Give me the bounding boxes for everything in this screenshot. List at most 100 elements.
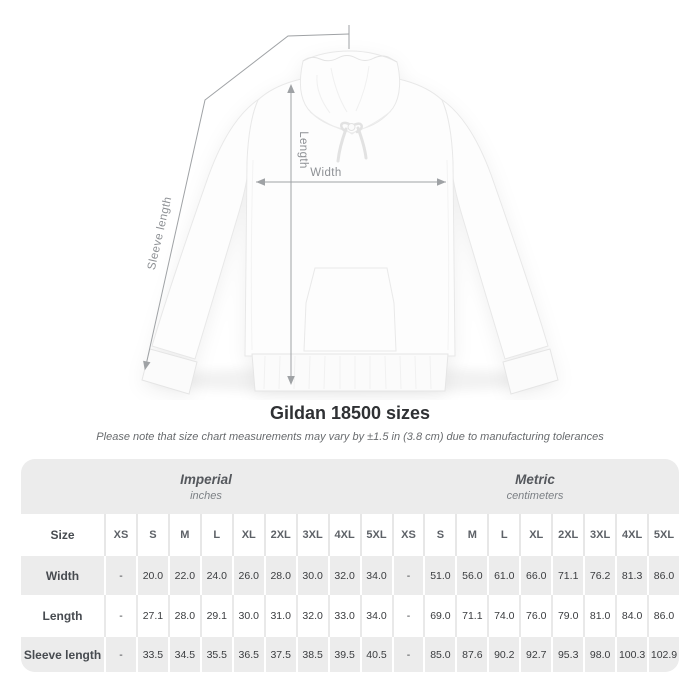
- measurement-value-cell: 39.5: [327, 637, 360, 672]
- row-label-sleeve-length: Sleeve length: [23, 647, 102, 662]
- measurement-value-cell: 37.5: [263, 637, 296, 672]
- measurement-value-cell: 33.0: [327, 595, 360, 637]
- measurement-value-cell: -: [104, 595, 136, 637]
- measurement-value-cell: 34.0: [359, 556, 392, 595]
- size-column-header: XS: [391, 514, 424, 556]
- measurement-value-cell: -: [391, 595, 424, 637]
- hoodie-measurement-diagram: Width Length Sleeve length: [141, 25, 559, 395]
- measurement-value-cell: 32.0: [327, 556, 360, 595]
- hoodie-hem-band: [251, 353, 449, 392]
- measurement-value-cell: 81.3: [615, 556, 647, 595]
- measurement-value-cell: 30.0: [295, 556, 328, 595]
- measurement-value-cell: -: [104, 556, 136, 595]
- size-column-header: L: [487, 514, 519, 556]
- hoodie-drawstring-knot: [347, 123, 356, 131]
- measurement-value-cell: 27.1: [135, 595, 168, 637]
- hoodie-hood: [299, 50, 401, 135]
- measurement-value-cell: 31.0: [263, 595, 296, 637]
- measurement-value-cell: 32.0: [295, 595, 328, 637]
- hoodie-hem-ribs: [263, 355, 432, 390]
- measurement-value-cell: 40.5: [359, 637, 392, 672]
- length-measure-label: Length: [297, 131, 309, 169]
- measurement-value-cell: 29.1: [199, 595, 232, 637]
- measurement-value-cell: 61.0: [487, 556, 519, 595]
- size-column-header: 3XL: [295, 514, 328, 556]
- measurement-value-cell: 26.0: [231, 556, 264, 595]
- measurement-value-cell: 86.0: [647, 595, 679, 637]
- size-chart-table: Imperial inches Metric centimeters Size …: [21, 459, 679, 672]
- hoodie-pocket: [303, 267, 397, 352]
- measurement-value-cell: 71.1: [455, 595, 487, 637]
- sleeve-length-arrow: [143, 25, 350, 371]
- hoodie-right-sleeve: [440, 98, 549, 360]
- size-column-header: 2XL: [551, 514, 583, 556]
- measure-row-0: Width -20.0 22.0 24.0 26.0 28.0 30.0 32.0 34.0-…: [21, 556, 679, 595]
- measurement-value-cell: 92.7: [519, 637, 551, 672]
- size-column-header: M: [455, 514, 487, 556]
- measurement-value-cell: 34.5: [167, 637, 200, 672]
- measurement-value-cell: -: [104, 637, 136, 672]
- metric-group-unit: centimeters: [506, 490, 564, 502]
- sleeve-length-measure-label: Sleeve length: [146, 195, 175, 271]
- measurement-value-cell: 33.5: [135, 637, 168, 672]
- size-column-header: 5XL: [647, 514, 679, 556]
- size-column-header: L: [199, 514, 232, 556]
- measurement-value-cell: 22.0: [167, 556, 200, 595]
- measurement-value-cell: 85.0: [423, 637, 455, 672]
- measurement-value-cell: 71.1: [551, 556, 583, 595]
- measurement-value-cell: 90.2: [487, 637, 519, 672]
- measurement-value-cell: 87.6: [455, 637, 487, 672]
- imperial-group-unit: inches: [190, 490, 222, 502]
- measurement-value-cell: 95.3: [551, 637, 583, 672]
- size-column-header: S: [423, 514, 455, 556]
- hoodie-hood-gather: [302, 55, 398, 63]
- size-column-header: S: [135, 514, 168, 556]
- measurement-value-cell: 51.0: [423, 556, 455, 595]
- size-column-header: XL: [519, 514, 551, 556]
- measurement-value-cell: 66.0: [519, 556, 551, 595]
- measurement-value-cell: 28.0: [167, 595, 200, 637]
- unit-group-row: Imperial inches Metric centimeters: [21, 459, 679, 514]
- hoodie-right-cuff: [502, 348, 559, 395]
- measurement-value-cell: 24.0: [199, 556, 232, 595]
- size-column-header: M: [167, 514, 200, 556]
- row-label-length: Length: [42, 609, 83, 623]
- measurement-value-cell: 86.0: [647, 556, 679, 595]
- measurement-value-cell: 34.0: [359, 595, 392, 637]
- width-arrow: [256, 178, 446, 186]
- measurement-value-cell: 84.0: [615, 595, 647, 637]
- measurement-value-cell: 102.9: [647, 637, 679, 672]
- measurement-value-cell: 56.0: [455, 556, 487, 595]
- row-label-width: Width: [45, 568, 80, 583]
- size-header-row: Size XS S M L XL 2XL 3XL 4XL 5XL XS S M L XL 2XL 3XL 4XL…: [21, 514, 679, 556]
- measure-row-2: Sleeve length -33.5 34.5 35.5 36.5 37.5 38.5 3…: [21, 637, 679, 672]
- imperial-group-label: Imperial: [180, 472, 232, 487]
- measurement-value-cell: 30.0: [231, 595, 264, 637]
- measurement-value-cell: 100.3: [615, 637, 647, 672]
- tolerance-note: Please note that size chart measurements…: [96, 431, 604, 443]
- measurement-value-cell: 20.0: [135, 556, 168, 595]
- size-column-header: XL: [231, 514, 264, 556]
- measurement-value-cell: 98.0: [583, 637, 615, 672]
- measurement-value-cell: 28.0: [263, 556, 296, 595]
- size-column-header: 5XL: [359, 514, 392, 556]
- measurement-value-cell: 35.5: [199, 637, 232, 672]
- metric-group-header: Metric centimeters: [391, 459, 679, 514]
- measurement-value-cell: -: [391, 637, 424, 672]
- size-header-cell: Size: [50, 528, 75, 542]
- measurement-value-cell: -: [391, 556, 424, 595]
- hoodie-left-sleeve: [151, 98, 260, 360]
- measurement-value-cell: 69.0: [423, 595, 455, 637]
- hoodie-fold-lines: [250, 159, 450, 351]
- size-column-header: 3XL: [583, 514, 615, 556]
- size-column-header: 4XL: [615, 514, 647, 556]
- hoodie-hood-folds: [316, 65, 370, 114]
- measure-row-1: Length -27.1 28.0 29.1 30.0 31.0 32.0 33.0 34.0…: [21, 595, 679, 637]
- metric-group-label: Metric: [515, 472, 555, 487]
- measurement-value-cell: 74.0: [487, 595, 519, 637]
- measurement-value-cell: 76.2: [583, 556, 615, 595]
- size-column-header: 2XL: [263, 514, 296, 556]
- hoodie-left-cuff: [141, 348, 198, 395]
- measurement-value-cell: 38.5: [295, 637, 328, 672]
